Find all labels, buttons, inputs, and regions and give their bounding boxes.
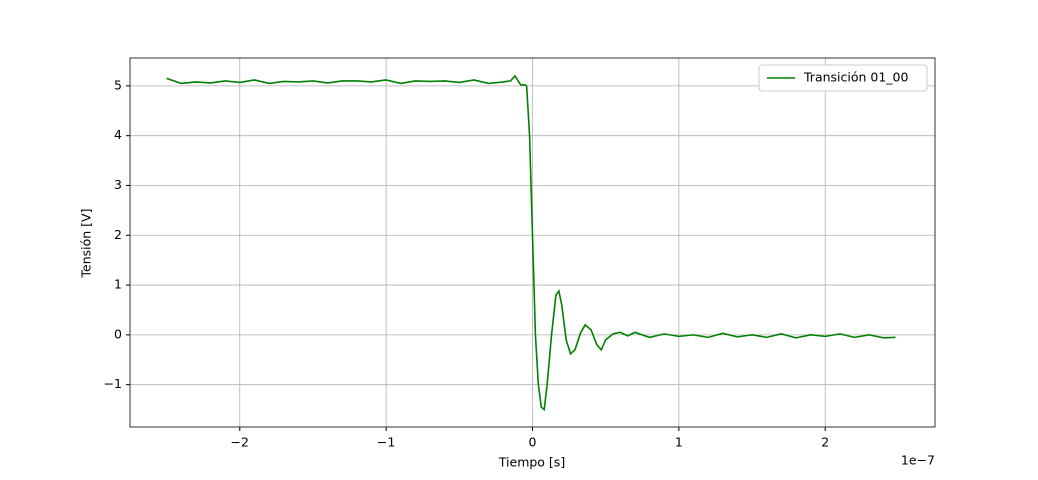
- y-tick-label: 2: [114, 227, 122, 242]
- x-tick-label: 2: [821, 435, 829, 450]
- y-tick-label: 5: [114, 77, 122, 92]
- y-tick-label: 0: [114, 326, 122, 341]
- y-tick-label: 4: [114, 127, 122, 142]
- x-tick-label: 1: [675, 435, 683, 450]
- y-tick-label: 3: [114, 177, 122, 192]
- x-tick-label: −1: [377, 435, 395, 450]
- plot-frame: [129, 57, 936, 428]
- x-axis-label: Tiempo [s]: [498, 455, 565, 470]
- y-tick-label: −1: [104, 376, 122, 391]
- y-tick-label: 1: [114, 277, 122, 292]
- legend-box: [758, 64, 928, 92]
- y-axis-label: Tensión [V]: [79, 209, 94, 279]
- x-tick-label: −2: [231, 435, 249, 450]
- x-tick-label: 0: [529, 435, 537, 450]
- data-line: [166, 74, 896, 412]
- legend-label: Transición 01_00: [803, 70, 909, 85]
- x-offset-label: 1e−7: [901, 453, 935, 468]
